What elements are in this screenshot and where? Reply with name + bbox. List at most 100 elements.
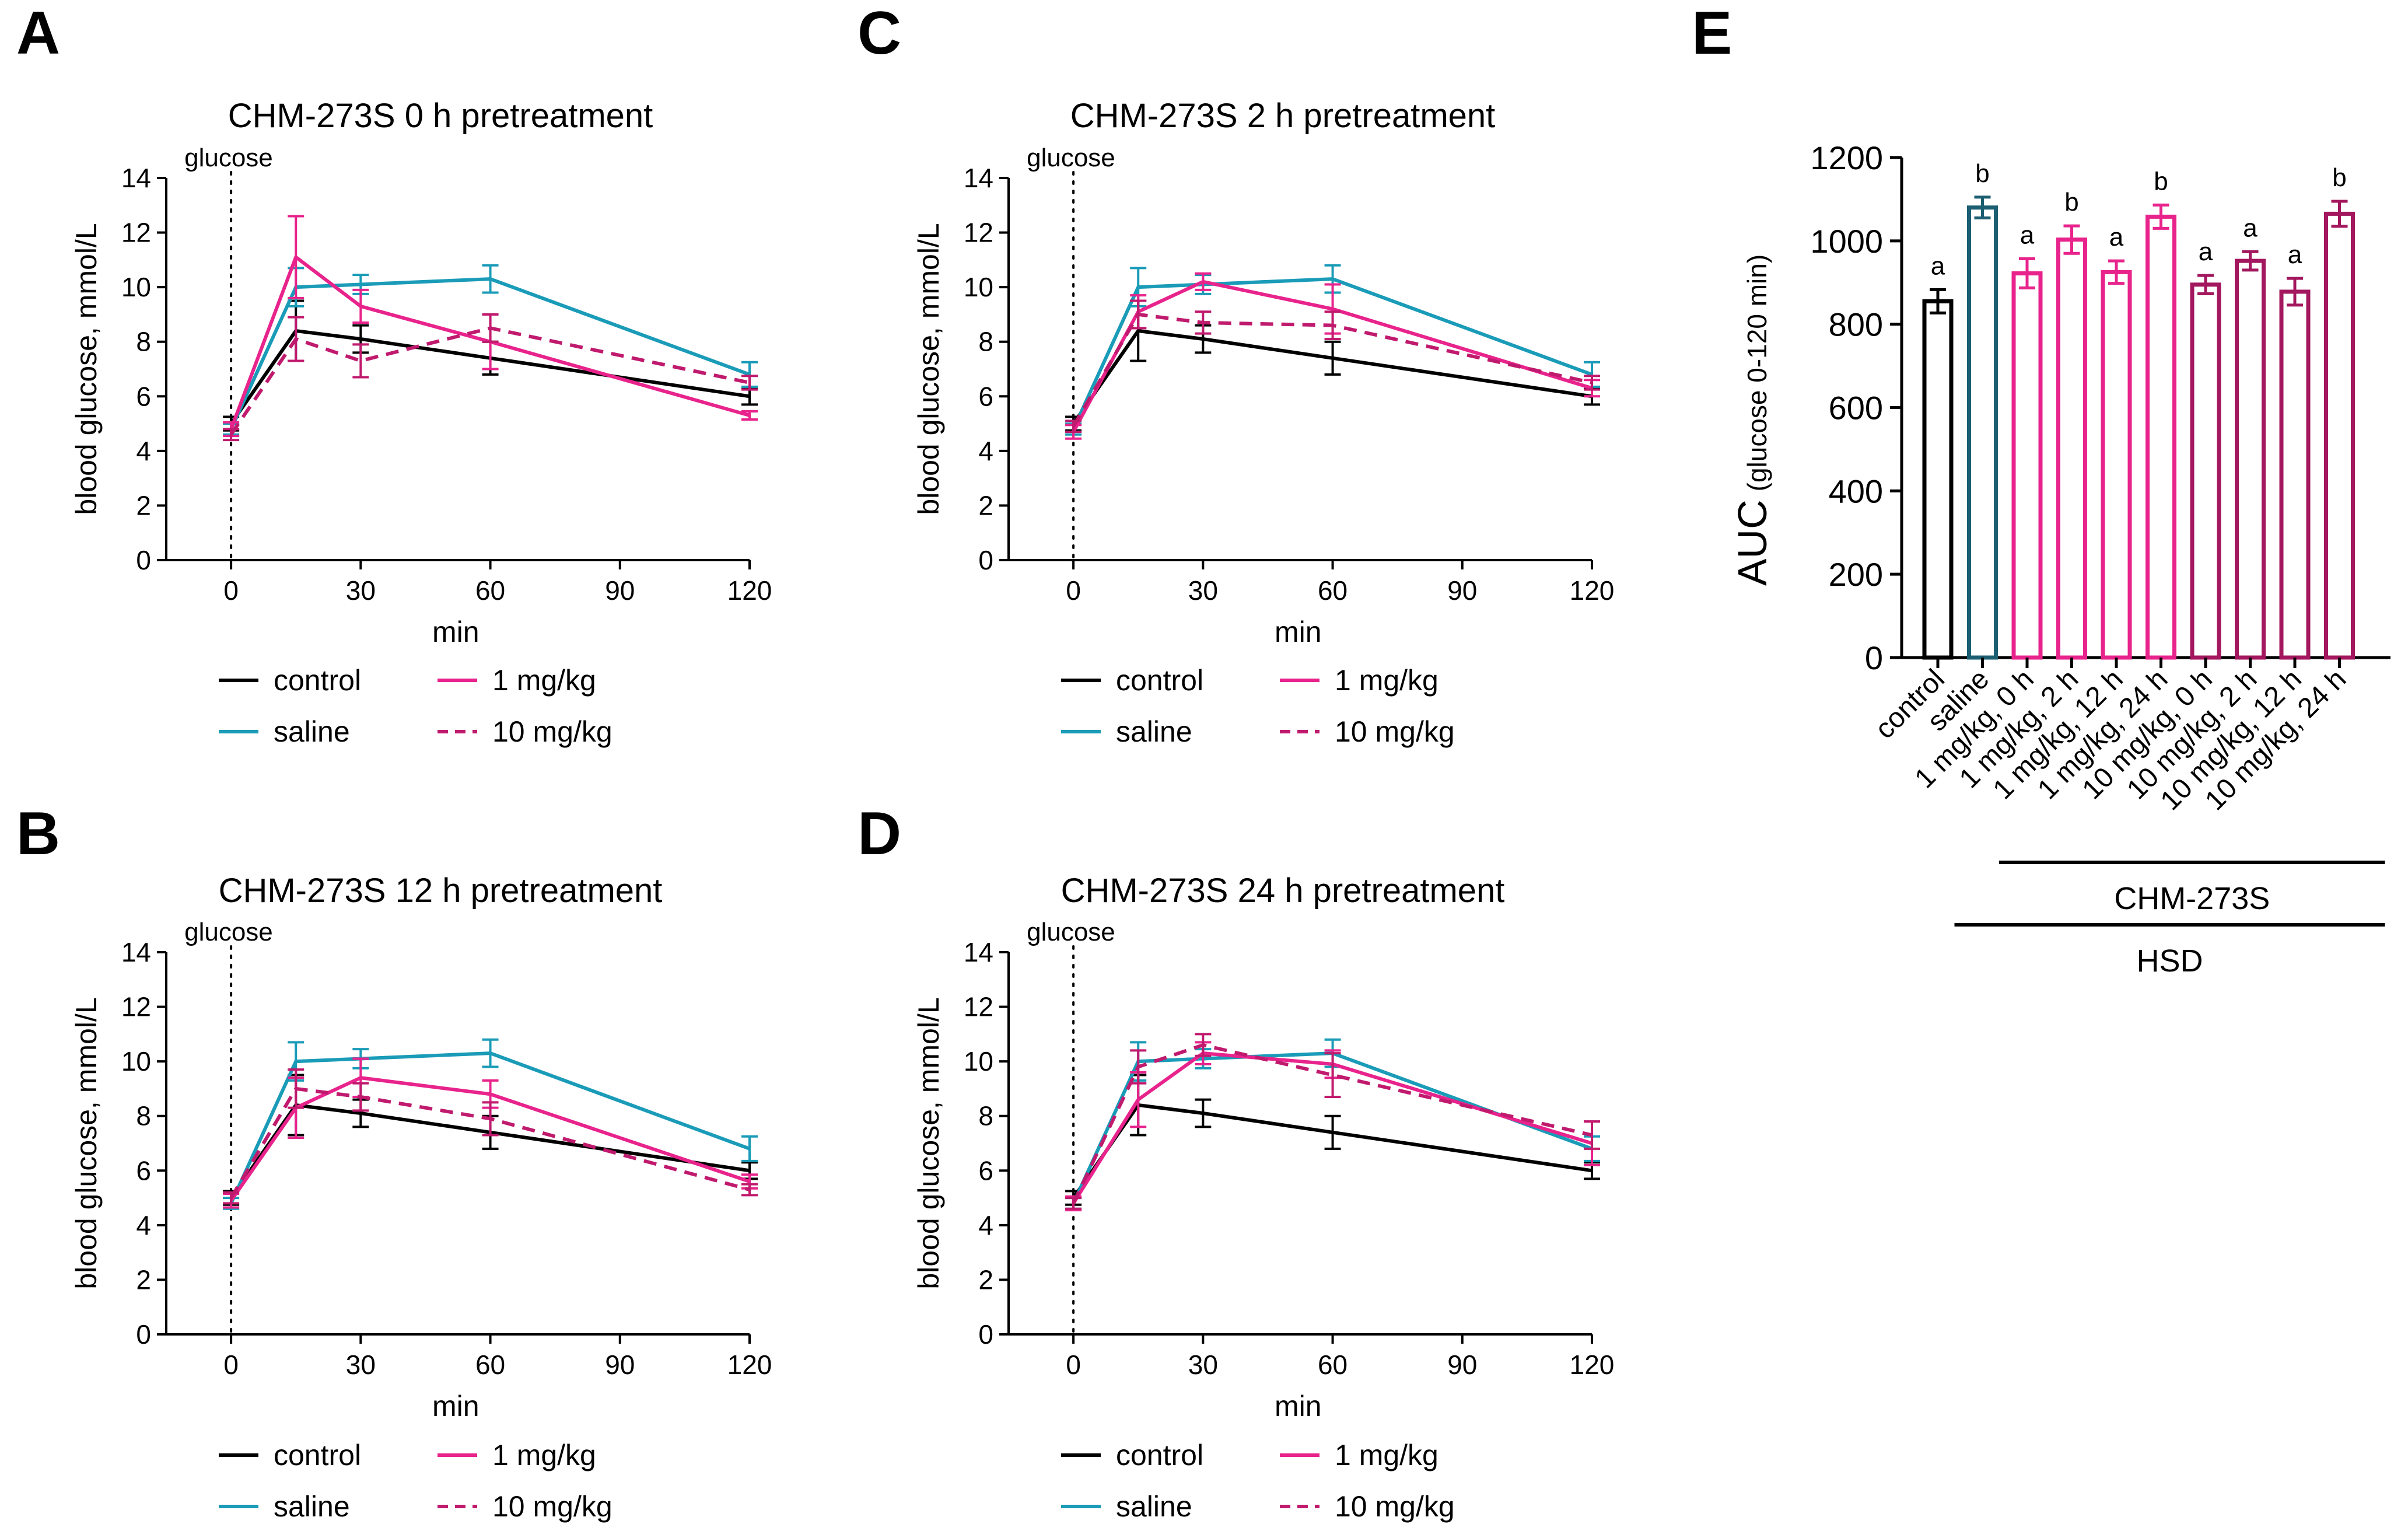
y-tick-label: 6 xyxy=(978,381,993,411)
panel-letter-d: D xyxy=(858,800,901,868)
y-tick-label: 0 xyxy=(978,545,993,575)
panel-letter-a: A xyxy=(16,0,60,67)
y-tick-label: 14 xyxy=(964,163,993,193)
y-tick-label: 2 xyxy=(136,490,151,520)
y-axis-label-main: AUC xyxy=(1730,499,1775,586)
y-tick-label: 4 xyxy=(136,436,151,466)
glucose-annotation: glucose xyxy=(184,144,273,172)
x-tick-label: 30 xyxy=(1188,1350,1218,1380)
group-label: HSD xyxy=(2136,943,2203,978)
chart-title: CHM-273S 2 h pretreatment xyxy=(1070,97,1496,135)
chart-title: CHM-273S 0 h pretreatment xyxy=(228,97,653,135)
bar xyxy=(2190,282,2221,660)
y-tick-label: 14 xyxy=(121,937,151,967)
y-tick-label: 2 xyxy=(978,1264,993,1295)
y-tick-label: 2 xyxy=(136,1264,151,1295)
chart-title: CHM-273S 12 h pretreatment xyxy=(219,872,663,910)
glucose-annotation: glucose xyxy=(184,918,273,946)
x-axis-label: min xyxy=(432,1390,480,1422)
y-tick-label: 12 xyxy=(964,992,993,1022)
y-tick-label: 4 xyxy=(978,436,993,466)
y-axis-label: blood glucose, mmol/L xyxy=(912,997,945,1289)
legend-label: saline xyxy=(1116,1490,1192,1523)
x-axis-label: min xyxy=(1275,1390,1322,1422)
panel-letter-b: B xyxy=(16,800,60,868)
y-tick-label: 400 xyxy=(1829,473,1883,509)
y-tick-label: 8 xyxy=(978,327,993,357)
group-label: CHM-273S xyxy=(2114,881,2270,916)
line-chart-c: CHM-273S 2 h pretreatment 0 2 4 6 8 10 12 14 0 30 6… xyxy=(912,97,1614,748)
y-tick-label: 0 xyxy=(978,1319,993,1350)
chart-title: CHM-273S 24 h pretreatment xyxy=(1061,872,1505,910)
y-tick-label: 0 xyxy=(1865,639,1883,676)
y-tick-label: 6 xyxy=(978,1155,993,1186)
bar xyxy=(1967,205,1998,660)
significance-letter: a xyxy=(2199,237,2213,266)
significance-letter: a xyxy=(1931,251,1945,280)
significance-letter: a xyxy=(2243,214,2258,242)
significance-letter: b xyxy=(2332,163,2346,192)
y-tick-label: 2 xyxy=(978,490,993,520)
x-tick-label: 90 xyxy=(605,1350,635,1380)
y-tick-label: 10 xyxy=(121,272,151,302)
x-tick-label: 0 xyxy=(1066,575,1081,606)
y-tick-label: 8 xyxy=(136,1101,151,1131)
x-tick-label: 90 xyxy=(605,575,635,606)
y-tick-label: 10 xyxy=(964,1046,993,1076)
x-tick-label: 0 xyxy=(223,1350,239,1380)
y-tick-label: 12 xyxy=(121,992,151,1022)
line-chart-b: CHM-273S 12 h pretreatment 0 2 4 6 8 10 12 14 0 30… xyxy=(70,872,772,1523)
y-tick-label: 8 xyxy=(978,1101,993,1131)
y-axis-label: blood glucose, mmol/L xyxy=(70,997,103,1289)
x-tick-label: 120 xyxy=(1570,1350,1615,1380)
bar xyxy=(2324,211,2355,660)
y-tick-label: 14 xyxy=(964,937,993,967)
legend-label: saline xyxy=(274,1490,350,1523)
y-tick-label: 12 xyxy=(964,218,993,248)
glucose-annotation: glucose xyxy=(1027,144,1115,172)
y-tick-label: 8 xyxy=(136,327,151,357)
x-tick-label: 120 xyxy=(727,575,772,606)
legend-label: 10 mg/kg xyxy=(492,715,612,748)
legend-label: 10 mg/kg xyxy=(1335,1490,1455,1523)
y-tick-label: 200 xyxy=(1829,556,1883,593)
x-tick-label: 30 xyxy=(346,575,376,606)
legend-label: control xyxy=(1116,664,1203,697)
y-axis-label: AUC (glucose 0-120 min) xyxy=(1730,254,1775,586)
line-chart-d: CHM-273S 24 h pretreatment 0 2 4 6 8 10 12 14 0 30… xyxy=(912,872,1614,1523)
series-line-10-mg-kg xyxy=(229,326,750,436)
significance-letter: b xyxy=(2154,167,2168,195)
y-tick-label: 4 xyxy=(978,1210,993,1240)
y-tick-label: 6 xyxy=(136,381,151,411)
y-axis-label: blood glucose, mmol/L xyxy=(70,223,103,515)
panel-letter-c: C xyxy=(858,0,901,67)
legend-label: 1 mg/kg xyxy=(492,1439,596,1471)
legend-label: 10 mg/kg xyxy=(1335,715,1455,748)
y-tick-label: 6 xyxy=(136,1155,151,1186)
bar xyxy=(2056,237,2087,660)
y-tick-label: 0 xyxy=(136,1319,151,1350)
x-tick-label: 0 xyxy=(1066,1350,1081,1380)
legend-label: control xyxy=(274,664,361,697)
y-tick-label: 4 xyxy=(136,1210,151,1240)
x-axis-label: min xyxy=(1275,616,1322,648)
legend-label: 1 mg/kg xyxy=(1335,664,1438,697)
y-axis-label-sub: (glucose 0-120 min) xyxy=(1742,254,1772,492)
legend-label: saline xyxy=(1116,715,1192,748)
y-tick-label: 0 xyxy=(136,545,151,575)
bar xyxy=(2279,289,2311,660)
line-chart-a: CHM-273S 0 h pretreatment 0 2 4 6 8 10 12 14 0 30 6… xyxy=(70,97,772,748)
x-tick-label: 90 xyxy=(1447,1350,1477,1380)
x-axis-label: min xyxy=(432,616,480,648)
x-tick-label: 120 xyxy=(1570,575,1615,606)
legend-label: control xyxy=(1116,1439,1203,1471)
significance-letter: a xyxy=(2288,240,2302,269)
legend-label: 1 mg/kg xyxy=(1335,1439,1438,1471)
x-tick-label: 60 xyxy=(1318,1350,1348,1380)
x-tick-label: 60 xyxy=(475,575,505,606)
legend-label: 10 mg/kg xyxy=(492,1490,612,1523)
legend-label: 1 mg/kg xyxy=(492,664,596,697)
y-tick-label: 600 xyxy=(1829,390,1883,427)
y-tick-label: 14 xyxy=(121,163,151,193)
